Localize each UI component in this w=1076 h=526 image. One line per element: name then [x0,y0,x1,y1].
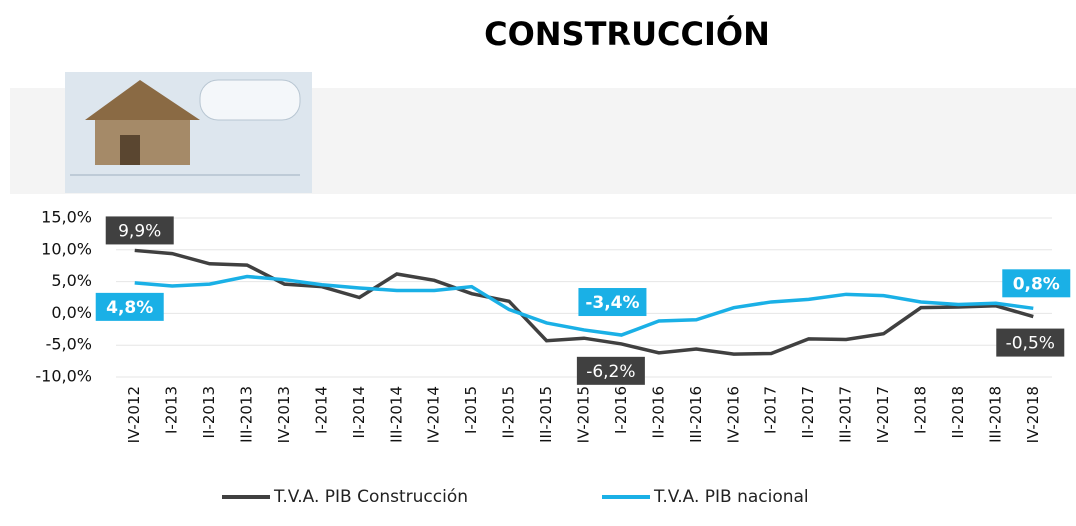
value-label: 4,8% [106,298,153,318]
legend: T.V.A. PIB Construcción T.V.A. PIB nacio… [222,487,809,507]
value-label: -6,2% [586,362,635,382]
x-tick-label: III-2015 [537,386,555,443]
x-tick-label: I-2017 [762,386,780,434]
x-tick-label: III-2018 [986,386,1004,443]
value-label-box [95,292,164,321]
illustration [65,72,312,193]
x-tick-label: IV-2017 [874,386,892,443]
x-tick-label: I-2014 [312,386,330,434]
x-tick-label: IV-2013 [275,386,293,443]
x-tick-label: I-2013 [163,386,181,434]
x-tick-label: I-2015 [462,386,480,434]
value-label-box [1002,269,1071,298]
x-tick-label: II-2016 [649,386,667,438]
x-tick-label: I-2018 [911,386,929,434]
y-tick-label: 5,0% [51,271,92,290]
value-label-box [578,288,647,317]
y-tick-label: 0,0% [51,303,92,322]
x-tick-label: II-2013 [200,386,218,438]
y-tick-label: -10,0% [35,367,92,386]
x-tick-label: III-2013 [238,386,256,443]
y-tick-label: 15,0% [41,208,92,227]
series-line [134,274,1034,337]
x-tick-label: IV-2014 [425,386,443,443]
y-tick-label: -5,0% [46,335,92,354]
value-label-box [105,216,174,245]
x-tick-label: III-2016 [687,386,705,443]
value-label: -0,5% [1006,334,1055,354]
value-label: -3,4% [585,293,639,313]
x-tick-label: IV-2012 [125,386,143,443]
value-label: 9,9% [118,221,161,241]
value-label-box [576,356,645,385]
legend-label: T.V.A. PIB Construcción [273,487,468,507]
x-tick-label: I-2016 [612,386,630,434]
x-tick-label: IV-2018 [1024,386,1042,443]
x-tick-label: IV-2015 [575,386,593,443]
x-tick-label: II-2015 [500,386,518,438]
series-line [134,248,1034,356]
x-tick-label: II-2018 [949,386,967,438]
y-tick-label: 10,0% [41,239,92,258]
x-tick-label: IV-2016 [724,386,742,443]
value-label: 0,8% [1013,274,1060,294]
value-label-box [996,328,1065,357]
x-tick-label: II-2014 [350,386,368,438]
x-tick-label: III-2017 [837,386,855,443]
chart-title: CONSTRUCCIÓN [484,14,770,53]
x-tick-label: III-2014 [387,386,405,443]
legend-label: T.V.A. PIB nacional [653,487,809,507]
x-tick-label: II-2017 [799,386,817,438]
